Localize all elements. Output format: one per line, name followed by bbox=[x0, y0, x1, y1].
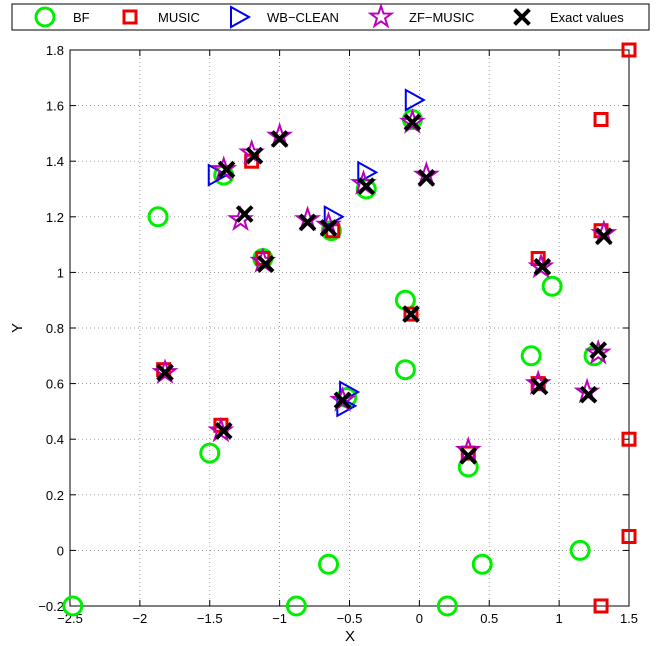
y-tick-label: 0.6 bbox=[46, 377, 64, 392]
data-point bbox=[417, 169, 436, 187]
data-point bbox=[357, 177, 376, 196]
axes bbox=[69, 49, 630, 607]
data-point bbox=[394, 359, 416, 381]
data-point bbox=[520, 345, 542, 367]
y-tick-label: 0.8 bbox=[46, 321, 64, 336]
legend-marker bbox=[122, 9, 138, 25]
y-tick-label: 0.4 bbox=[46, 432, 64, 447]
legend-entry: Exact values bbox=[550, 10, 624, 25]
legend: BF MUSIC WB−CLEAN ZF−MUSIC Exact values bbox=[11, 2, 650, 31]
data-point bbox=[589, 341, 608, 360]
x-tick-label: −2 bbox=[132, 611, 147, 626]
y-axis-label: Y bbox=[9, 323, 26, 333]
series-4 bbox=[156, 113, 613, 465]
grid bbox=[70, 50, 629, 606]
data-point bbox=[256, 255, 275, 273]
data-point bbox=[436, 595, 458, 617]
data-point bbox=[151, 358, 179, 384]
y-tick-label: 0.2 bbox=[46, 488, 64, 503]
data-point bbox=[593, 112, 609, 127]
data-point bbox=[235, 205, 254, 223]
x-axis-label: X bbox=[345, 628, 355, 645]
data-point bbox=[156, 363, 174, 382]
data-point bbox=[621, 42, 637, 58]
legend-entry: BF bbox=[73, 10, 90, 25]
data-point bbox=[333, 391, 352, 410]
y-tick-label: −0.2 bbox=[38, 599, 64, 614]
data-point bbox=[541, 275, 563, 297]
y-tick-label: 1 bbox=[57, 265, 64, 280]
data-point bbox=[217, 160, 236, 179]
x-tick-label: −0.5 bbox=[337, 611, 363, 626]
data-point bbox=[245, 146, 264, 165]
y-tick-label: 1.8 bbox=[46, 43, 64, 58]
y-tick-label: 1.2 bbox=[46, 210, 64, 225]
legend-marker bbox=[513, 8, 531, 26]
data-marks bbox=[62, 42, 637, 617]
data-point bbox=[403, 113, 422, 132]
data-point bbox=[357, 160, 379, 185]
data-point bbox=[530, 377, 549, 396]
data-point bbox=[460, 445, 476, 461]
tick-labels: −2.5 −2 −1.5 −1 −0.5 0 0.5 1 1.5−0.200.20.40.60.… bbox=[38, 43, 638, 626]
data-point bbox=[579, 385, 598, 404]
data-point bbox=[199, 442, 221, 464]
legend-marker bbox=[34, 6, 56, 28]
data-point bbox=[404, 88, 426, 112]
y-tick-label: 1.4 bbox=[46, 154, 64, 169]
x-tick-label: 1 bbox=[556, 611, 563, 626]
data-point bbox=[593, 598, 609, 614]
x-tick-label: 1.5 bbox=[620, 611, 638, 626]
data-point bbox=[403, 306, 419, 322]
x-tick-label: −1.5 bbox=[197, 611, 223, 626]
data-point bbox=[147, 206, 169, 228]
data-point bbox=[621, 529, 637, 544]
x-tick-label: 0.5 bbox=[480, 611, 498, 626]
data-point bbox=[471, 553, 493, 575]
data-point bbox=[319, 219, 338, 237]
legend-box bbox=[11, 3, 650, 31]
x-tick-label: −1 bbox=[272, 611, 287, 626]
legend-entry: MUSIC bbox=[158, 10, 200, 25]
data-point bbox=[533, 258, 552, 276]
legend-marker bbox=[367, 2, 395, 29]
data-point bbox=[270, 130, 289, 148]
data-point bbox=[62, 595, 84, 617]
data-point bbox=[527, 252, 555, 279]
data-point bbox=[329, 386, 356, 412]
data-point bbox=[285, 595, 307, 617]
y-tick-label: 1.6 bbox=[46, 99, 64, 114]
data-point bbox=[298, 213, 317, 232]
data-point bbox=[214, 422, 233, 440]
legend-entry: ZF−MUSIC bbox=[409, 10, 474, 25]
data-point bbox=[621, 431, 637, 447]
legend-marker bbox=[230, 5, 252, 29]
legend-entry: WB−CLEAN bbox=[267, 10, 339, 25]
y-tick-label: 0 bbox=[57, 543, 64, 558]
data-point bbox=[318, 553, 340, 575]
data-point bbox=[595, 227, 613, 246]
data-point bbox=[459, 447, 478, 465]
x-tick-label: 0 bbox=[416, 611, 423, 626]
data-point bbox=[402, 305, 420, 323]
data-point bbox=[569, 539, 591, 561]
data-point bbox=[398, 108, 426, 134]
data-point bbox=[584, 338, 612, 365]
